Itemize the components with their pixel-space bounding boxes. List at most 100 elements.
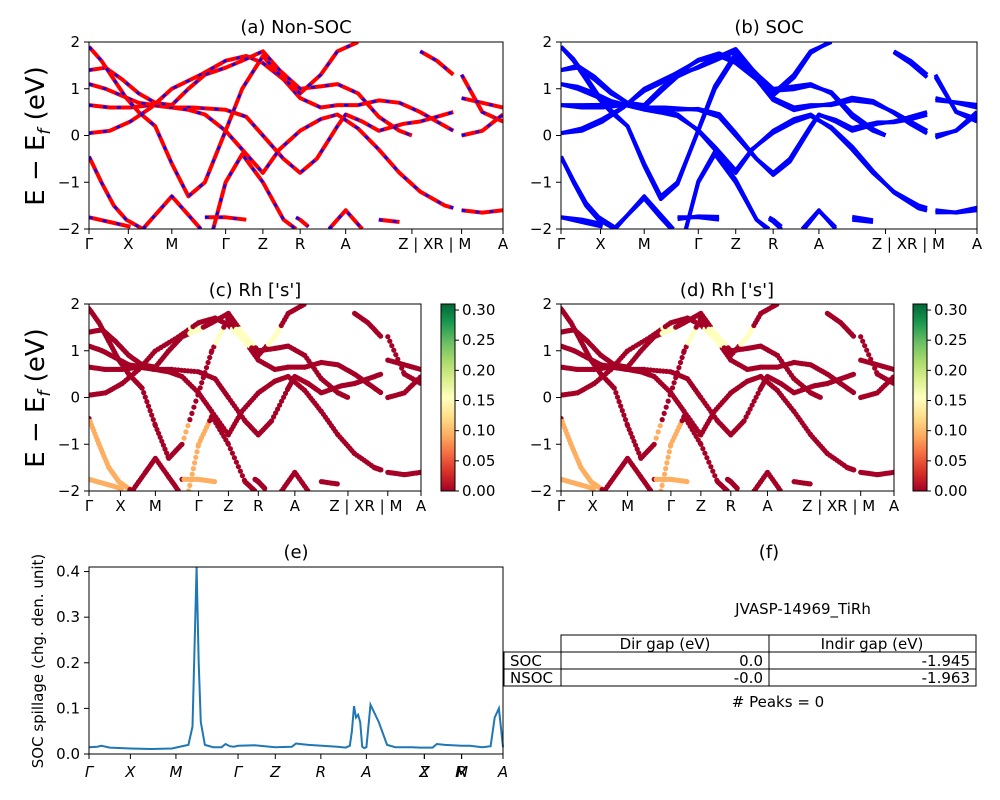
projection-point — [417, 469, 421, 475]
colorbar-tick-label: 0.05 — [934, 452, 967, 470]
projection-point — [271, 414, 277, 420]
projection-point — [145, 403, 152, 409]
y-tick-label: 0.3 — [56, 608, 80, 626]
projection-point — [677, 359, 684, 366]
projection-point — [305, 487, 311, 491]
projection-point — [334, 481, 340, 487]
panel-a-ylabel: E − Ef (eV) — [21, 66, 55, 206]
projection-point — [671, 380, 677, 386]
band-nsoc — [419, 49, 455, 77]
y-tick-label: 0.4 — [56, 563, 80, 581]
colorbar-c: 0.00 0.05 0.10 0.15 0.20 0.25 0.30 — [440, 301, 495, 500]
projection-point — [185, 423, 191, 429]
projection-point — [183, 429, 189, 435]
x-tick-label: A — [498, 235, 509, 253]
projection-point — [237, 468, 243, 474]
projection-point — [657, 423, 663, 429]
panel-c-plot — [89, 304, 421, 491]
panel-e-title: (e) — [283, 542, 308, 563]
x-tick-label: R — [768, 235, 778, 253]
band-soc-overlay — [89, 49, 413, 137]
projection-point — [708, 464, 714, 470]
projection-point — [235, 464, 241, 470]
x-tick-label: Γ — [694, 235, 703, 253]
projection-point — [665, 398, 671, 404]
projection-point — [141, 390, 147, 396]
projection-point — [668, 390, 674, 396]
projection-point — [619, 408, 625, 414]
projection-point — [749, 402, 755, 408]
projection-point — [747, 406, 753, 412]
band-soc-overlay — [89, 42, 359, 199]
table-cell: -1.963 — [922, 669, 970, 687]
projection-point — [679, 354, 685, 361]
x-tick-label: A — [762, 497, 773, 515]
projection-point — [698, 441, 704, 447]
projection-point — [734, 485, 740, 491]
projection-point — [710, 468, 716, 474]
projection-point — [154, 426, 160, 433]
projection-point — [393, 352, 399, 358]
band-soc-overlay — [89, 54, 454, 135]
x-tick-label: Z — [418, 763, 430, 781]
projection-point — [190, 466, 196, 472]
x-tick-label: Z — [696, 497, 706, 515]
projection-point — [378, 467, 384, 473]
colorbar-tick-label: 0.30 — [462, 301, 495, 319]
projection-point — [207, 354, 213, 361]
colorbar-tick-label: 0.20 — [462, 361, 495, 379]
projection-point — [231, 455, 237, 461]
projection-point — [712, 473, 718, 479]
table-header-dir: Dir gap (eV) — [620, 635, 711, 653]
projection-point — [229, 450, 235, 456]
projection-point — [186, 488, 192, 491]
projection-point — [659, 417, 665, 423]
projection-point — [743, 414, 749, 420]
projection-point — [225, 441, 231, 447]
projection-point — [807, 481, 813, 487]
projection-point — [387, 338, 393, 344]
projection-point — [693, 324, 699, 330]
projection-point — [616, 399, 622, 405]
x-tick-label: M — [169, 763, 182, 781]
projection-point — [753, 394, 759, 400]
band-nsoc — [89, 215, 131, 229]
x-tick-label: X — [595, 235, 605, 253]
y-tick-label: 0 — [542, 127, 552, 145]
projection-point — [611, 385, 617, 391]
projection-point — [655, 429, 661, 435]
y-tick-label: 0 — [70, 127, 80, 145]
panel-c-projection: (c) Rh ['s'] 2 1 0 −1 −2 Γ X M Γ Z R A Z | XR | M A — [58, 280, 427, 515]
colorbar-tick-label: 0.00 — [462, 482, 495, 500]
projection-point — [683, 344, 689, 350]
projection-point — [192, 460, 198, 466]
y-tick-label: 2 — [542, 33, 552, 51]
projection-point — [860, 338, 866, 344]
projection-point — [378, 333, 384, 339]
x-tick-label: R — [726, 497, 736, 515]
projection-point — [618, 403, 624, 409]
projection-point — [142, 394, 148, 400]
y-tick-label: −2 — [58, 482, 80, 500]
y-tick-label: 1 — [542, 80, 552, 98]
projection-point — [227, 446, 233, 452]
y-tick-label: 1 — [70, 80, 80, 98]
band-nsoc — [89, 155, 144, 229]
projection-point — [162, 446, 168, 452]
band-nsoc — [461, 112, 503, 138]
projection-point — [661, 410, 667, 416]
projection-point — [189, 471, 195, 477]
projection-point — [194, 449, 200, 455]
projection-point — [221, 324, 227, 330]
projection-point — [144, 399, 150, 405]
y-tick-label: 1 — [542, 342, 552, 360]
projection-point — [751, 398, 757, 404]
x-tick-label: Z — [223, 497, 233, 515]
x-tick-label: X — [418, 763, 430, 781]
projection-point — [689, 332, 695, 338]
colorbar-tick-label: 0.15 — [934, 392, 967, 410]
projection-point — [417, 366, 421, 372]
table-row-label: SOC — [510, 652, 542, 670]
projection-point — [626, 426, 632, 433]
